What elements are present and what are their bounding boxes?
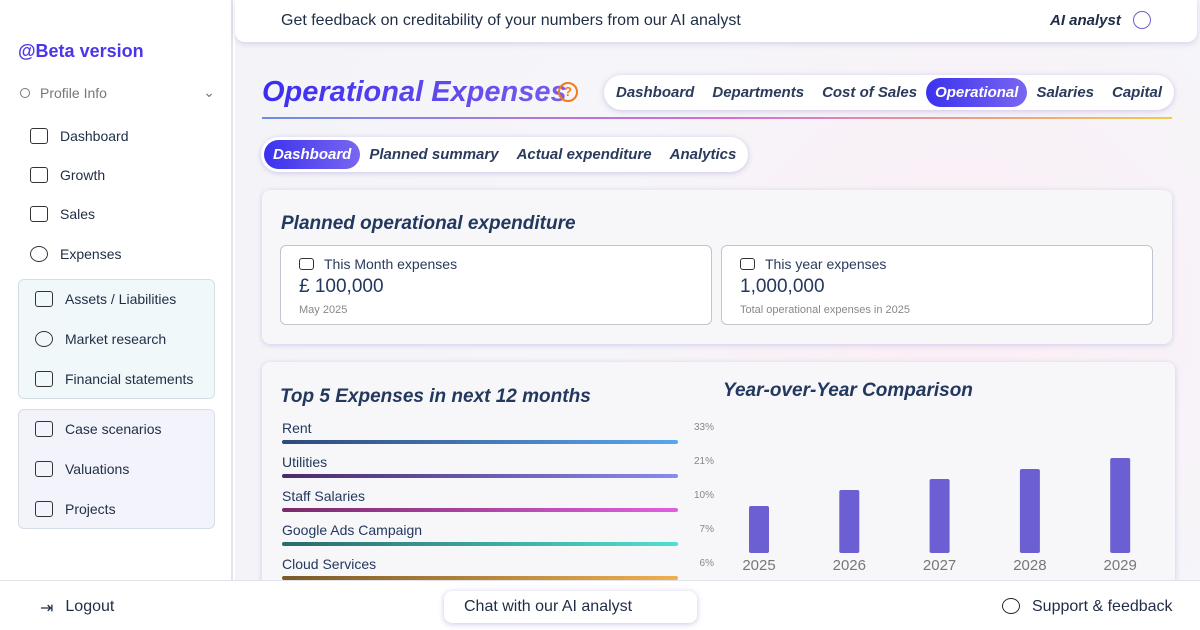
expense-line	[282, 576, 678, 580]
support-button[interactable]: Support & feedback	[1002, 598, 1173, 616]
planned-panel: Planned operational expenditure This Mon…	[262, 190, 1172, 344]
section-title: Planned operational expenditure	[281, 213, 576, 234]
expense-name: Utilities	[282, 454, 328, 470]
chart: Year-over-Year Comparison 2025 2026 2027 20…	[723, 380, 1137, 574]
nav-item[interactable]: Dashboard	[30, 126, 129, 146]
tab[interactable]: Cost of Sales	[822, 84, 918, 101]
nav-label: Projects	[65, 501, 116, 517]
brand: @Beta version	[18, 41, 144, 61]
bar	[1110, 458, 1131, 553]
section-title: Top 5 Expenses in next 12 months	[280, 386, 591, 407]
subtab[interactable]: Planned summary	[369, 146, 499, 163]
stat-note: May 2025	[299, 304, 348, 316]
stat-value: £ 100,000	[299, 276, 384, 297]
expense-name: Staff Salaries	[282, 488, 366, 504]
expense-share: 6%	[699, 558, 714, 569]
expense-line	[282, 508, 678, 512]
stat-card: This year expenses 1,000,000 Total opera…	[721, 245, 1153, 325]
expense-row: Rent 33%	[282, 420, 714, 444]
expense-share: 33%	[693, 422, 714, 433]
footer: ⇥ Logout Chat with our AI analyst Support…	[0, 580, 1200, 630]
nav-label: Valuations	[65, 461, 130, 477]
stat-note: Total operational expenses in 2025	[740, 304, 911, 316]
profile-menu[interactable]: Profile Info ⌄	[20, 84, 215, 101]
support-label: Support & feedback	[1032, 598, 1173, 615]
x-tick-label: 2029	[1104, 557, 1137, 574]
expense-row: Cloud Services 6%	[282, 556, 714, 580]
expense-share: 7%	[699, 524, 714, 535]
nav-item[interactable]: Valuations	[35, 459, 129, 479]
analytics-panel: Top 5 Expenses in next 12 months Rent 33%…	[262, 362, 1175, 592]
chat-label: Chat with our AI analyst	[464, 598, 633, 615]
stat-label: This Month expenses	[324, 256, 458, 272]
bar	[1019, 469, 1040, 553]
stat-card: This Month expenses £ 100,000 May 2025	[280, 245, 712, 325]
profile-label: Profile Info	[40, 84, 107, 101]
nav-item[interactable]: Market research	[35, 329, 166, 349]
nav-label: Market research	[65, 331, 167, 347]
ai-icon	[1133, 11, 1151, 29]
bar	[839, 490, 860, 553]
tab[interactable]: Capital	[1112, 84, 1163, 101]
banner-text: Get feedback on creditability of your nu…	[281, 12, 741, 29]
logout-label: Logout	[65, 598, 115, 615]
bar	[749, 506, 769, 553]
expense-row: Staff Salaries 10%	[282, 488, 714, 512]
title-underline	[262, 117, 1172, 119]
expense-line	[282, 440, 678, 444]
tab[interactable]: Departments	[712, 84, 805, 101]
x-tick-label: 2027	[923, 557, 956, 574]
bar	[929, 479, 950, 553]
nav-label: Dashboard	[60, 128, 129, 144]
expense-name: Rent	[282, 420, 312, 436]
nav-label: Sales	[60, 206, 96, 222]
nav-item[interactable]: Financial statements	[35, 369, 193, 389]
nav-label: Expenses	[60, 246, 122, 262]
expense-line	[282, 542, 678, 546]
expense-row: Utilities 21%	[282, 454, 714, 478]
tab-bar: Dashboard Departments Cost of Sales Oper…	[604, 75, 1175, 110]
tab[interactable]: Dashboard	[616, 84, 695, 101]
tab[interactable]: Salaries	[1036, 84, 1094, 101]
stat-value: 1,000,000	[740, 276, 825, 297]
nav-label: Financial statements	[65, 371, 194, 387]
sidebar: @Beta version Profile Info ⌄ Dashboard Gr…	[0, 0, 233, 580]
nav-label: Case scenarios	[65, 421, 162, 437]
nav-item[interactable]: Expenses	[30, 244, 121, 264]
nav-label: Growth	[60, 167, 106, 183]
stat-label: This year expenses	[765, 256, 887, 272]
subtab-bar: Dashboard Planned summary Actual expendi…	[261, 137, 749, 172]
nav-item[interactable]: Sales	[30, 204, 95, 224]
page-title: Operational Expenses	[262, 76, 567, 108]
x-tick-label: 2028	[1013, 557, 1046, 574]
tab[interactable]: Operational	[926, 78, 1028, 107]
x-tick-label: 2026	[833, 557, 866, 574]
expense-name: Google Ads Campaign	[282, 522, 423, 538]
nav-item[interactable]: Case scenarios	[35, 419, 162, 439]
x-tick-label: 2025	[742, 557, 775, 574]
expense-share: 21%	[693, 456, 714, 467]
nav-item[interactable]: Growth	[30, 165, 105, 185]
chart-title: Year-over-Year Comparison	[723, 380, 973, 401]
nav-item[interactable]: Assets / Liabilities	[35, 289, 176, 309]
expense-line	[282, 474, 678, 478]
subtab[interactable]: Actual expenditure	[516, 146, 652, 163]
expense-row: Google Ads Campaign 7%	[282, 522, 714, 546]
logout-button[interactable]: ⇥ Logout	[40, 598, 115, 617]
chat-button[interactable]: Chat with our AI analyst	[444, 591, 697, 623]
help-icon[interactable]: ?	[558, 82, 578, 102]
expense-name: Cloud Services	[282, 556, 377, 572]
subtab[interactable]: Analytics	[669, 146, 737, 163]
nav-label: Assets / Liabilities	[65, 291, 177, 307]
nav-item[interactable]: Projects	[35, 499, 116, 519]
banner: Get feedback on creditability of your nu…	[235, 0, 1197, 42]
nav-group	[18, 409, 215, 529]
expense-share: 10%	[693, 490, 714, 501]
ai-analyst-button[interactable]: AI analyst	[1050, 12, 1121, 29]
subtab[interactable]: Dashboard	[264, 140, 361, 169]
